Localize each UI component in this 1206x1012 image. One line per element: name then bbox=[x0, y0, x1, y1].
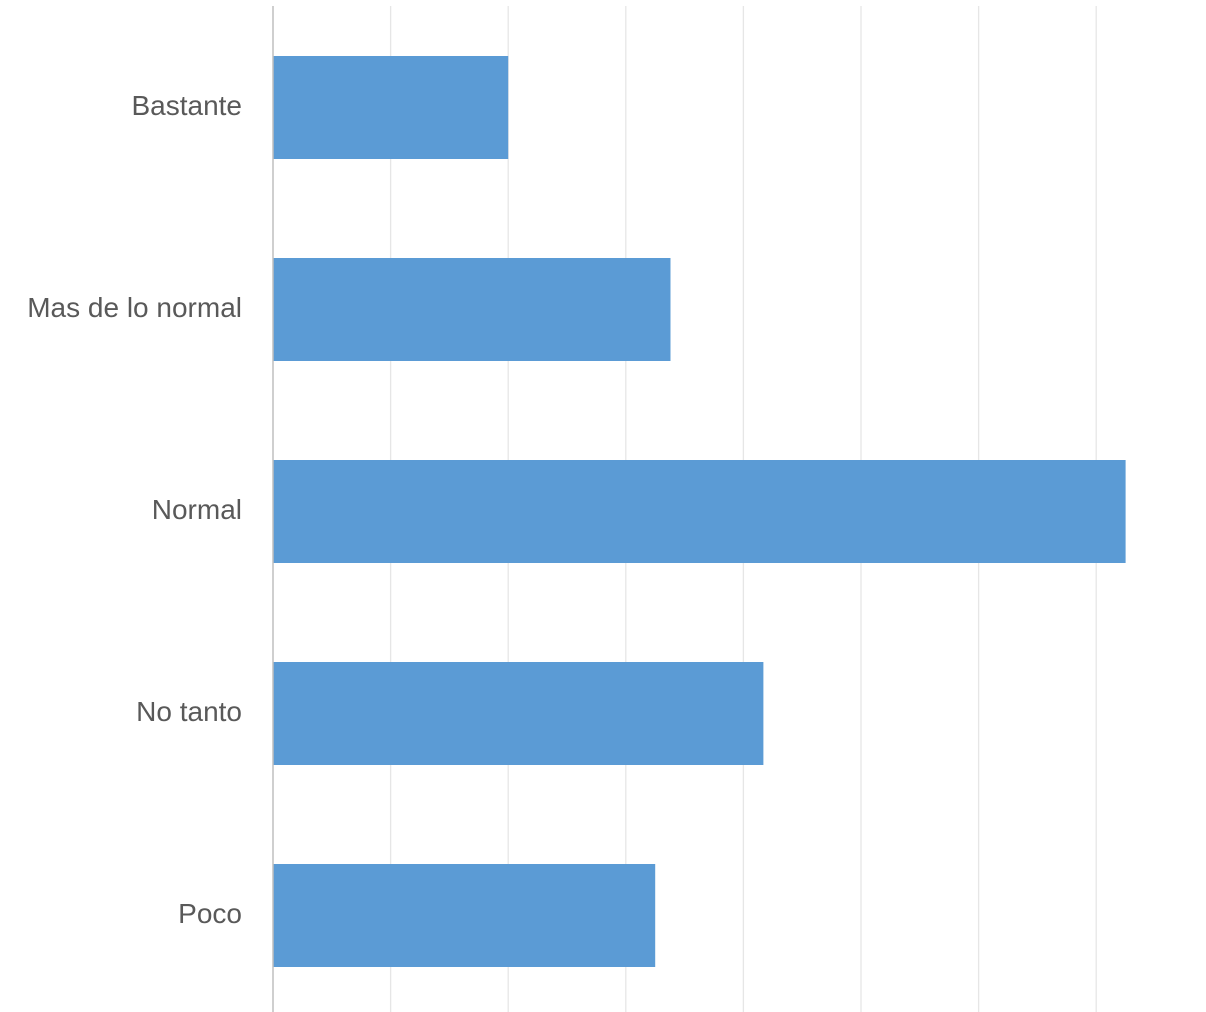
bar-mas-de-lo-normal bbox=[273, 258, 671, 361]
bar-normal bbox=[273, 460, 1126, 563]
bars bbox=[273, 56, 1126, 967]
category-label: Bastante bbox=[131, 90, 242, 121]
bar-bastante bbox=[273, 56, 509, 159]
category-label: No tanto bbox=[136, 696, 242, 727]
category-label: Normal bbox=[152, 494, 242, 525]
bar-poco bbox=[273, 864, 656, 967]
category-label: Mas de lo normal bbox=[27, 292, 242, 323]
category-labels: Bastante Mas de lo normal Normal No tanto Po… bbox=[27, 90, 242, 929]
bar-no-tanto bbox=[273, 662, 764, 765]
category-label: Poco bbox=[178, 898, 242, 929]
